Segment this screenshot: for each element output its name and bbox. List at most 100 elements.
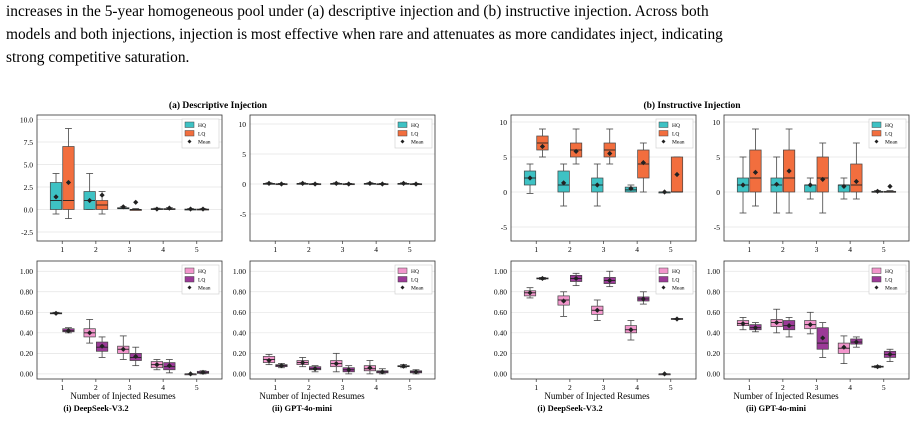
y-tick-label: -5 [501,223,507,232]
y-tick-label: 1.00 [707,267,720,276]
y-tick-label: -5 [240,210,246,219]
mean-marker [379,181,385,187]
legend-label: Mean [411,286,424,292]
y-tick-label: 0 [242,180,246,189]
x-tick-label: 4 [635,245,639,254]
legend-label: LQ [885,278,892,284]
legend-label: LQ [411,278,418,284]
x-tick-label: 4 [848,383,852,392]
x-tick-label: 2 [568,245,572,254]
mean-marker [187,371,194,377]
caption-line: strong competitive saturation. [6,49,190,66]
x-tick-label: 5 [408,383,412,392]
legend-label: Mean [885,286,898,292]
x-tick-label: 3 [128,245,132,254]
legend-mean-marker [874,285,879,290]
model-label: (ii) GPT-4o-mini [746,403,807,413]
model-label: (ii) GPT-4o-mini [272,403,333,413]
mean-marker [200,206,206,212]
y-tick-label: 0.00 [233,370,246,379]
x-tick-label: 1 [60,383,64,392]
y-tick-label: 0.60 [707,308,720,317]
legend-swatch [397,130,408,137]
y-tick-label: 5 [242,150,246,159]
xlabel: Number of Injected Resumes [259,391,365,401]
mean-marker [166,363,172,369]
mean-marker [539,143,546,150]
y-tick-label: 0.00 [707,370,720,379]
x-tick-label: 3 [815,383,819,392]
mean-marker [874,364,881,370]
legend-mean-marker [661,285,666,290]
x-tick-label: 5 [408,245,412,254]
xlabel: Number of Injected Resumes [70,391,176,401]
y-tick-label: 10 [500,118,508,127]
mean-marker [820,176,826,182]
mean-marker [312,181,318,187]
mean-marker [594,182,600,188]
mean-marker [820,335,826,341]
y-tick-label: 0 [503,188,507,197]
mean-marker [887,351,893,357]
mean-marker [674,316,680,322]
x-tick-label: 1 [60,245,64,254]
figure-caption: increases in the 5-year homogeneous pool… [6,0,916,69]
mean-marker [53,194,59,200]
mean-marker [379,369,385,375]
y-tick-label: 0.0 [24,205,34,214]
y-tick-label: 0.20 [233,349,246,358]
mean-marker [752,325,759,331]
y-tick-label: 0.80 [707,288,720,297]
legend-swatch [658,130,669,137]
mean-marker [887,183,893,189]
legend-label: LQ [198,132,205,138]
y-tick-label: 0.80 [494,288,507,297]
legend-swatch [871,267,882,274]
mean-marker [200,369,206,375]
mean-marker [333,361,339,367]
model-label: (i) DeepSeek-V3.2 [537,403,602,413]
mean-marker [413,181,419,187]
legend-swatch [658,276,669,283]
legend-label: HQ [198,123,206,129]
mean-marker [561,180,567,186]
model-label: (i) DeepSeek-V3.2 [63,403,128,413]
y-tick-label: 10 [239,120,247,129]
mean-marker [607,277,613,284]
y-tick-label: 0.20 [20,349,33,358]
x-tick-label: 5 [882,383,886,392]
mean-marker [740,182,746,188]
x-tick-label: 3 [602,245,606,254]
x-tick-label: 1 [534,383,538,392]
y-tick-label: -2.5 [21,228,33,237]
legend-label: Mean [672,286,685,292]
x-tick-label: 4 [161,245,165,254]
y-tick-label: 0.20 [707,349,720,358]
y-tick-label: 10.0 [20,115,33,124]
legend-swatch [871,130,882,137]
mean-marker [640,296,646,302]
x-tick-label: 2 [94,383,98,392]
mean-marker [333,180,339,186]
x-tick-label: 2 [568,383,572,392]
mean-marker [133,199,139,205]
mean-marker [607,150,613,157]
mean-marker [278,181,285,187]
mean-marker [527,175,533,181]
x-tick-label: 3 [602,383,606,392]
legend-label: LQ [198,278,205,284]
x-tick-label: 4 [635,383,639,392]
mean-marker [87,197,93,204]
y-tick-label: 10 [713,118,721,127]
caption-line: increases in the 5-year homogeneous pool… [6,3,709,20]
mean-marker [312,366,318,372]
legend-label: HQ [411,123,419,129]
legend-mean-marker [400,285,405,290]
legend-label: LQ [885,132,892,138]
y-tick-label: 0.40 [233,329,246,338]
legend-swatch [658,121,669,128]
x-tick-label: 5 [195,383,199,392]
legend-label: LQ [672,132,679,138]
x-tick-label: 2 [781,383,785,392]
mean-marker [120,346,126,352]
